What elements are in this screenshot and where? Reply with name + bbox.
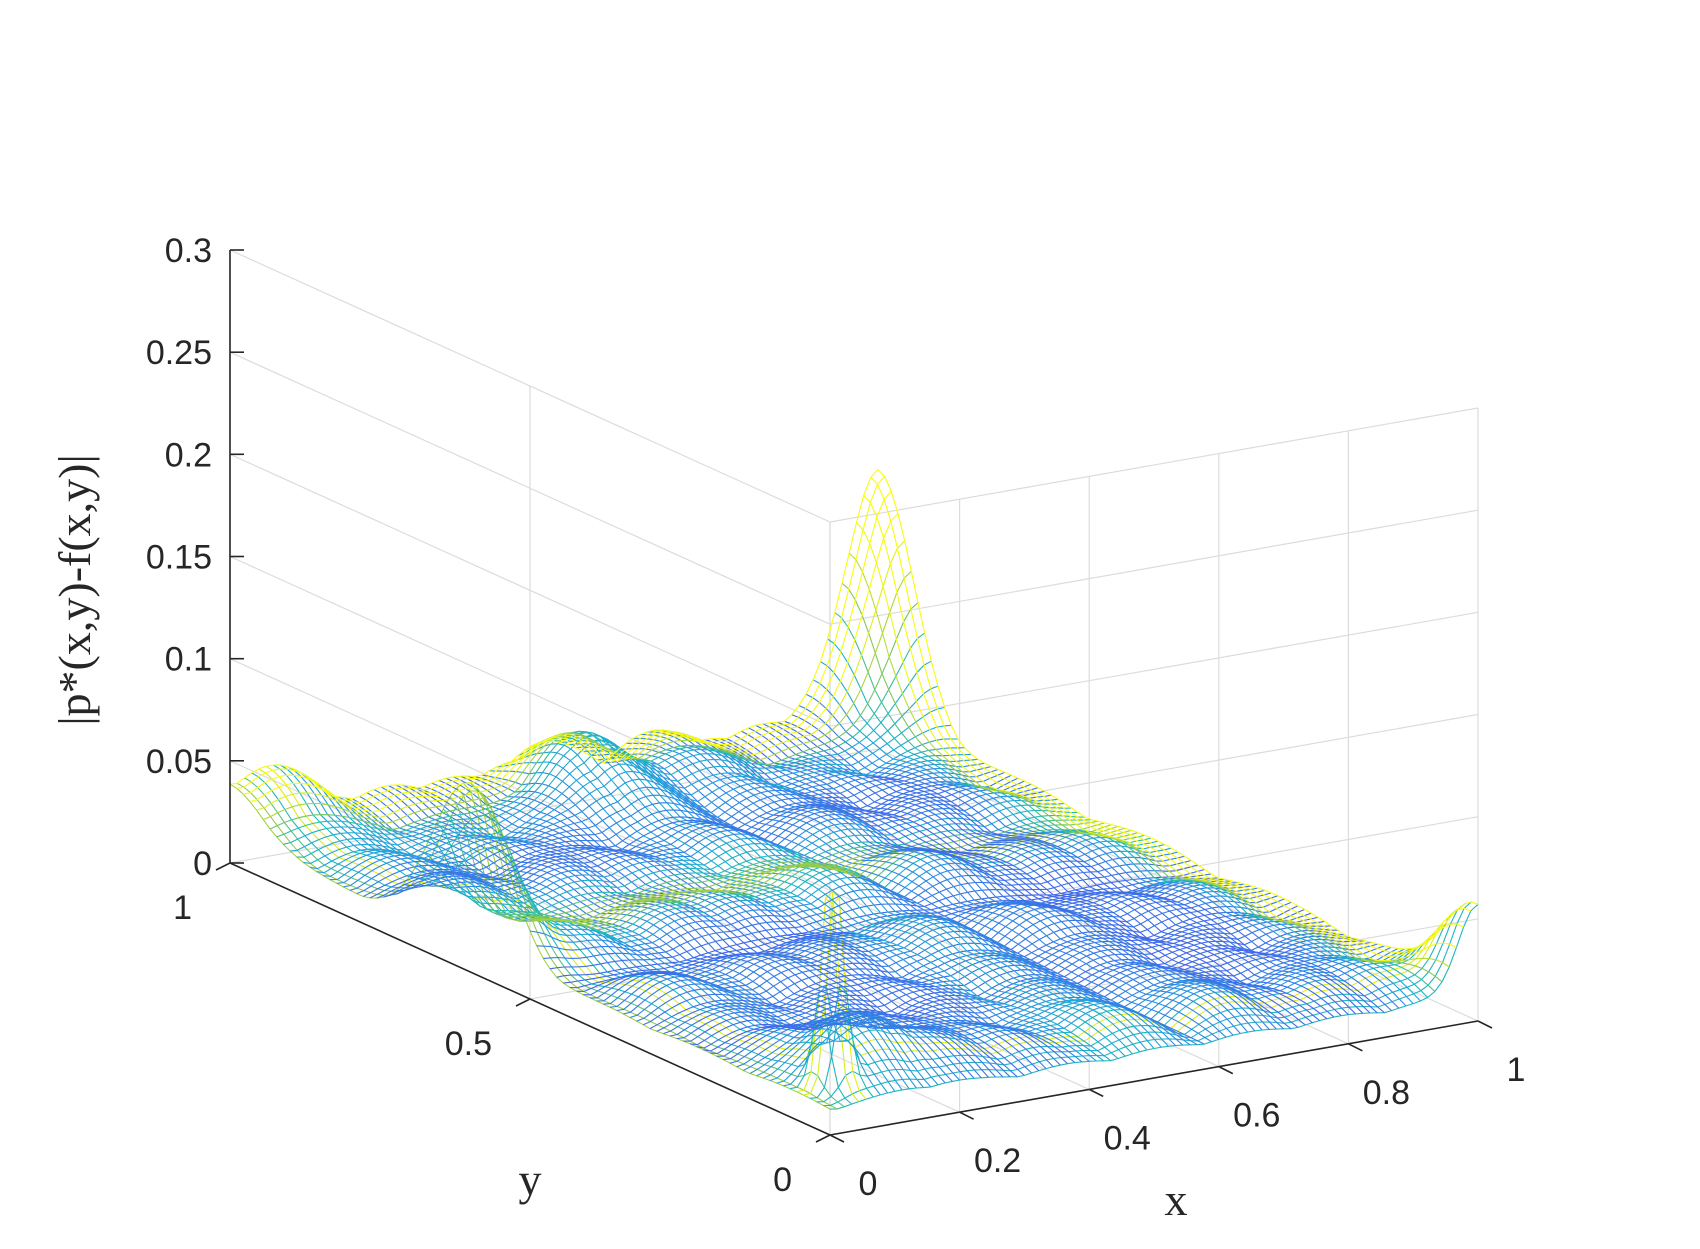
x-tick-label: 0.8 [1363,1074,1410,1112]
mesh-line-const-x [812,679,1414,1004]
mesh-line-const-x [791,714,1392,1012]
mesh-line-const-x [827,638,1428,998]
y-tick-label: 1 [173,889,192,927]
chart-axes [229,250,1479,1136]
grid-line-back-right [829,509,1479,625]
x-tick-mark [1088,1088,1104,1098]
chart-tick-labels: 00.050.10.150.20.250.300.20.40.60.8100.5… [146,232,1526,1203]
grid-line-floor [877,748,1479,1022]
z-tick-label: 0.05 [146,743,212,781]
mesh-line-const-x [251,772,852,1105]
mesh-line-const-y [309,738,958,870]
mesh-line-const-x [841,582,1443,983]
x-axis-title: x [1165,1174,1188,1225]
mesh-line-const-x [856,522,1457,962]
mesh-line-const-y [269,602,919,830]
x-tick-label: 1 [1507,1051,1526,1089]
x-axis-line [829,1020,1479,1136]
mesh-line-const-x [870,477,1471,953]
y-tick-mark [215,862,231,871]
mesh-line-const-y [249,513,899,813]
mesh-line-const-x [784,720,1385,1014]
mesh-line-const-x [863,495,1464,957]
mesh-line-const-x [834,612,1436,992]
grid-line-back-right [829,611,1479,727]
mesh-line-const-x [798,704,1400,1009]
z-tick-label: 0.15 [146,539,212,577]
mesh-line-const-x [848,552,1450,968]
mesh-line-const-x [877,469,1479,950]
x-tick-mark [1477,1020,1493,1029]
x-tick-mark [1218,1065,1234,1075]
mesh-line-const-y [283,660,932,845]
y-tick-mark [815,1134,831,1143]
x-tick-label: 0.2 [974,1142,1021,1180]
x-tick-label: 0.4 [1104,1119,1151,1157]
mesh-line-const-y [256,540,906,819]
x-tick-mark [1348,1043,1363,1052]
z-tick-label: 0.3 [165,232,212,270]
y-axis-title: y [519,1154,542,1205]
x-tick-label: 0.6 [1233,1097,1280,1135]
z-tick-label: 0.1 [165,641,212,679]
z-tick-label: 0 [193,845,212,883]
y-tick-label: 0 [773,1161,792,1199]
mesh-line-const-y [316,747,965,874]
y-tick-label: 0.5 [445,1025,492,1063]
x-tick-mark [829,1134,845,1143]
mesh-line-const-y [289,685,939,852]
mesh-line-const-y [236,476,886,804]
mesh-line-const-y [229,469,879,800]
x-tick-label: 0 [859,1165,878,1203]
grid-line-back-right [829,407,1479,523]
mesh-line-const-y [276,632,926,838]
y-tick-mark [515,998,531,1007]
z-tick-label: 0.25 [146,334,212,372]
mesh-line-const-x [820,661,1421,1002]
x-tick-mark [959,1111,974,1120]
grid-line-back-right [829,713,1479,830]
z-axis-title: |p*(x,y)-f(x,y)| [49,454,100,725]
mesh-line-const-x [805,693,1407,1007]
error-surface-mesh [229,469,1479,1110]
mesh-line-const-y [263,570,912,824]
mesh-line-const-y [243,491,892,808]
z-tick-label: 0.2 [165,436,212,474]
chart-grid [229,249,1479,1136]
